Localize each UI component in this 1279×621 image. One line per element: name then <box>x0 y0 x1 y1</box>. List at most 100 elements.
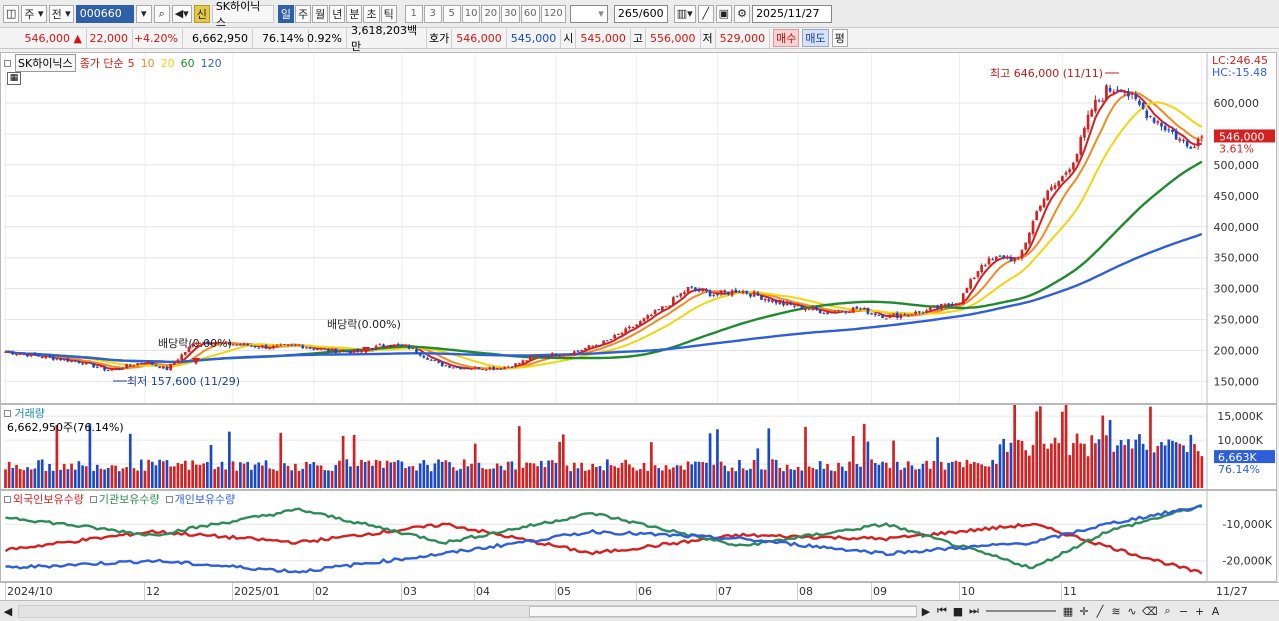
stock-tag[interactable]: SK하이닉스 <box>15 54 76 72</box>
candle-body <box>620 333 624 335</box>
candle-body <box>106 370 110 372</box>
volume-bar <box>242 463 246 488</box>
scroll-left-icon[interactable]: ◀ <box>3 604 13 618</box>
zoom-out-icon[interactable]: − <box>1178 604 1189 618</box>
candle-body <box>202 342 205 344</box>
signal-button[interactable]: 신 <box>193 4 210 23</box>
volume-bar <box>870 459 873 488</box>
candle-body <box>44 355 48 359</box>
volume-bar <box>360 459 363 488</box>
minute-step-button[interactable]: 3 <box>423 4 442 23</box>
prev-select[interactable]: 전 ▾ <box>48 4 74 23</box>
zoom-in-icon[interactable]: + <box>1194 604 1205 618</box>
code-input[interactable]: 000660 <box>75 4 134 23</box>
fibo-icon[interactable]: ≋ <box>1111 604 1121 618</box>
minute-step-button[interactable]: 120 <box>540 4 566 23</box>
candle-body <box>239 344 242 346</box>
period-tab[interactable]: 주 <box>294 4 312 23</box>
volume-bar <box>1167 439 1171 488</box>
volume-bar <box>158 459 161 488</box>
period-tab[interactable]: 월 <box>312 4 329 23</box>
save-icon[interactable]: ▣ <box>715 4 733 23</box>
candle-body <box>994 256 998 261</box>
candle-type-icon[interactable]: ▥▾ <box>673 4 696 23</box>
code-dropdown-icon[interactable]: ▾ <box>135 4 152 23</box>
wave-icon[interactable]: ∿ <box>1127 604 1137 618</box>
crosshair-icon[interactable]: ✛ <box>1079 604 1089 618</box>
date-axis-label: 06 <box>638 585 652 598</box>
layout-icon[interactable]: ◫ <box>3 4 20 23</box>
candle-body <box>646 315 650 319</box>
chart-grid-icon[interactable]: ▦ <box>1062 604 1074 618</box>
volume-bar <box>143 470 147 488</box>
holdings-pane: -10,000K -20,000K 외국인보유수량 기관보유수량 개인보유수량 <box>0 490 1277 582</box>
period-tab[interactable]: 틱 <box>380 4 397 23</box>
sell-button[interactable]: 매도 <box>802 29 829 47</box>
minute-step-button[interactable]: 60 <box>520 4 540 23</box>
step-select[interactable]: ▾ <box>569 4 608 23</box>
font-size-icon[interactable]: A <box>1211 604 1220 618</box>
period-tab[interactable]: 일 <box>277 4 294 23</box>
minute-step-button[interactable]: 30 <box>501 4 520 23</box>
trendline-icon[interactable]: ╱ <box>1096 604 1104 618</box>
scroll-right-icon[interactable]: ▶ <box>921 604 931 618</box>
candle-body <box>426 358 429 360</box>
period-tab[interactable]: 초 <box>363 4 380 23</box>
volume-bar <box>716 429 719 488</box>
eval-button[interactable]: 평 <box>831 29 848 47</box>
minute-step-button[interactable]: 20 <box>481 4 501 23</box>
buy-button[interactable]: 매수 <box>773 29 800 47</box>
scrollbar-track[interactable] <box>18 604 917 618</box>
quote-change-pct: +4.20% <box>133 28 183 48</box>
volume-bar <box>330 470 334 488</box>
candle-body <box>939 303 943 310</box>
last-page-icon[interactable]: ⏭ <box>969 604 979 617</box>
search-icon[interactable]: ⌕ <box>153 4 170 23</box>
candle-body <box>132 365 136 367</box>
date-input[interactable]: 2025/11/27 <box>752 4 833 23</box>
volume-bar <box>965 459 969 488</box>
minute-step-button[interactable]: 5 <box>442 4 461 23</box>
ma-line-60 <box>5 160 1203 364</box>
candle-body <box>1068 169 1072 173</box>
minute-step-button[interactable]: 10 <box>461 4 481 23</box>
zoom-slider[interactable] <box>986 610 1056 612</box>
stop-icon[interactable]: ■ <box>952 604 964 618</box>
drawing-icon[interactable]: ╱ <box>697 4 714 23</box>
gear-icon[interactable]: ⚙ <box>734 4 751 23</box>
volume-bar <box>826 464 829 488</box>
candle-body <box>367 349 371 351</box>
candle-body <box>374 345 378 350</box>
volume-bar <box>132 468 136 488</box>
stock-name-field[interactable]: SK하이닉스 <box>211 0 274 29</box>
period-tab[interactable]: 년 <box>329 4 346 23</box>
candle-body <box>158 366 161 369</box>
sound-icon[interactable]: ◀▾ <box>171 4 192 23</box>
candle-body <box>1031 221 1035 234</box>
volume-bar <box>972 462 976 488</box>
scrollbar-thumb[interactable] <box>529 605 917 617</box>
candle-body <box>833 311 837 313</box>
candle-body <box>851 307 855 313</box>
market-select[interactable]: 주 ▾ <box>21 4 47 23</box>
volume-bar <box>620 462 624 488</box>
volume-bar <box>396 460 400 488</box>
price-tick-label: 400,000 <box>1214 221 1260 234</box>
candle-body <box>763 298 767 301</box>
volume-bar <box>734 471 738 488</box>
magnifier-icon[interactable]: ⌕ <box>1164 604 1171 617</box>
count-input[interactable]: 265/600 <box>613 4 668 23</box>
volume-bar <box>668 469 672 488</box>
first-page-icon[interactable]: ⏮ <box>937 604 947 617</box>
period-tab[interactable]: 분 <box>346 4 363 23</box>
quote-turnover: 0.92% <box>307 28 347 48</box>
volume-bar <box>1130 448 1134 488</box>
candle-body <box>668 305 672 307</box>
eraser-icon[interactable]: ⌫ <box>1142 604 1158 618</box>
calculator-icon[interactable]: ▦ <box>7 72 21 85</box>
minute-step-button[interactable]: 1 <box>404 4 423 23</box>
quote-strip: 546,000 ▲ 22,000 +4.20% 6,662,950 76.14%… <box>0 24 1279 53</box>
date-axis-label: 09 <box>873 585 887 598</box>
